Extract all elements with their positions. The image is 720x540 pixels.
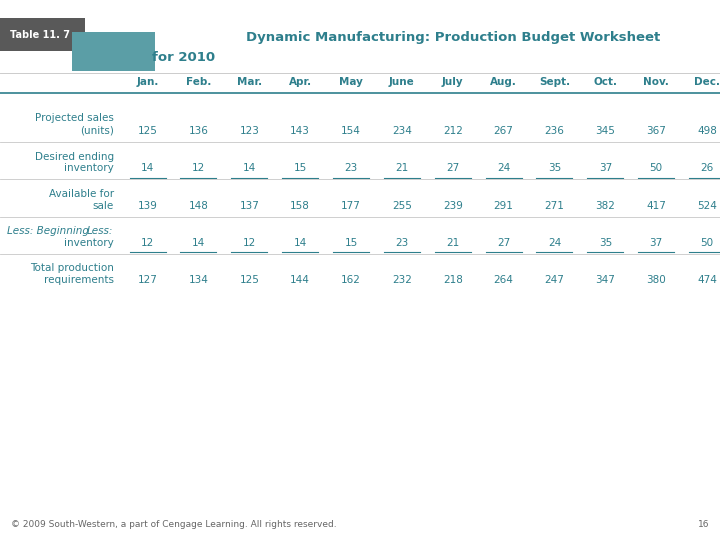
Text: 37: 37	[649, 238, 663, 248]
Text: 380: 380	[647, 275, 666, 285]
Text: Nov.: Nov.	[643, 77, 669, 87]
Text: 382: 382	[595, 201, 616, 211]
Text: Feb.: Feb.	[186, 77, 211, 87]
Text: Aug.: Aug.	[490, 77, 517, 87]
Text: 144: 144	[290, 275, 310, 285]
Text: 255: 255	[392, 201, 412, 211]
Text: Dec.: Dec.	[694, 77, 720, 87]
Text: Total production: Total production	[30, 264, 114, 273]
Text: 247: 247	[544, 275, 564, 285]
Text: 218: 218	[443, 275, 463, 285]
Text: 14: 14	[141, 164, 154, 173]
Text: 524: 524	[697, 201, 717, 211]
Text: © 2009 South-Western, a part of Cengage Learning. All rights reserved.: © 2009 South-Western, a part of Cengage …	[11, 521, 336, 529]
Text: 50: 50	[649, 164, 662, 173]
Text: 12: 12	[192, 164, 205, 173]
Text: 50: 50	[701, 238, 714, 248]
Text: 271: 271	[544, 201, 564, 211]
Text: 14: 14	[192, 238, 205, 248]
Text: 177: 177	[341, 201, 361, 211]
Text: 291: 291	[494, 201, 513, 211]
Text: 24: 24	[548, 238, 561, 248]
Text: 367: 367	[647, 126, 666, 136]
Text: 234: 234	[392, 126, 412, 136]
Text: 417: 417	[647, 201, 666, 211]
Text: Oct.: Oct.	[593, 77, 617, 87]
Text: 26: 26	[701, 164, 714, 173]
Text: 15: 15	[344, 238, 358, 248]
Text: 134: 134	[189, 275, 208, 285]
Text: 14: 14	[243, 164, 256, 173]
Text: 35: 35	[548, 164, 561, 173]
Text: 267: 267	[494, 126, 513, 136]
Text: 162: 162	[341, 275, 361, 285]
Text: 347: 347	[595, 275, 616, 285]
Text: 27: 27	[497, 238, 510, 248]
Text: 27: 27	[446, 164, 459, 173]
Text: 12: 12	[243, 238, 256, 248]
Text: 498: 498	[697, 126, 717, 136]
Text: 21: 21	[446, 238, 459, 248]
Text: Dynamic Manufacturing: Production Budget Worksheet: Dynamic Manufacturing: Production Budget…	[246, 31, 661, 44]
Text: (units): (units)	[80, 126, 114, 136]
Text: sale: sale	[92, 201, 114, 211]
Text: 37: 37	[599, 164, 612, 173]
Text: 236: 236	[544, 126, 564, 136]
Text: inventory: inventory	[64, 238, 114, 248]
Text: Table 11. 7: Table 11. 7	[9, 30, 70, 40]
Text: 35: 35	[599, 238, 612, 248]
Text: 137: 137	[239, 201, 259, 211]
Text: 264: 264	[494, 275, 513, 285]
Text: 148: 148	[189, 201, 208, 211]
Text: 123: 123	[239, 126, 259, 136]
Text: 21: 21	[395, 164, 408, 173]
Text: 139: 139	[138, 201, 158, 211]
Text: 23: 23	[395, 238, 408, 248]
Text: requirements: requirements	[44, 275, 114, 285]
Text: 239: 239	[443, 201, 463, 211]
Text: June: June	[389, 77, 415, 87]
Text: 474: 474	[697, 275, 717, 285]
Text: 143: 143	[290, 126, 310, 136]
Text: Projected sales: Projected sales	[35, 113, 114, 123]
Text: 345: 345	[595, 126, 616, 136]
Text: 136: 136	[189, 126, 208, 136]
Text: July: July	[442, 77, 464, 87]
Text: Desired ending: Desired ending	[35, 152, 114, 161]
Text: inventory: inventory	[64, 164, 114, 173]
Text: Less: Beginning: Less: Beginning	[7, 226, 89, 236]
Text: 14: 14	[294, 238, 307, 248]
Text: 12: 12	[141, 238, 154, 248]
Text: for 2010: for 2010	[152, 51, 215, 64]
Text: Mar.: Mar.	[237, 77, 262, 87]
Text: 24: 24	[497, 164, 510, 173]
Text: 23: 23	[344, 164, 358, 173]
Text: Apr.: Apr.	[289, 77, 312, 87]
Text: Less:  Beginning: Less: Beginning	[27, 226, 113, 236]
Text: Available for: Available for	[49, 189, 114, 199]
Text: Jan.: Jan.	[136, 77, 159, 87]
Text: 125: 125	[239, 275, 259, 285]
Text: 158: 158	[290, 201, 310, 211]
Text: Sept.: Sept.	[539, 77, 570, 87]
Text: Less:: Less:	[86, 226, 113, 236]
Text: 127: 127	[138, 275, 158, 285]
Text: 212: 212	[443, 126, 463, 136]
Text: 15: 15	[294, 164, 307, 173]
Text: 154: 154	[341, 126, 361, 136]
Text: 16: 16	[698, 521, 709, 529]
Text: 232: 232	[392, 275, 412, 285]
Text: 125: 125	[138, 126, 158, 136]
Text: May: May	[339, 77, 363, 87]
